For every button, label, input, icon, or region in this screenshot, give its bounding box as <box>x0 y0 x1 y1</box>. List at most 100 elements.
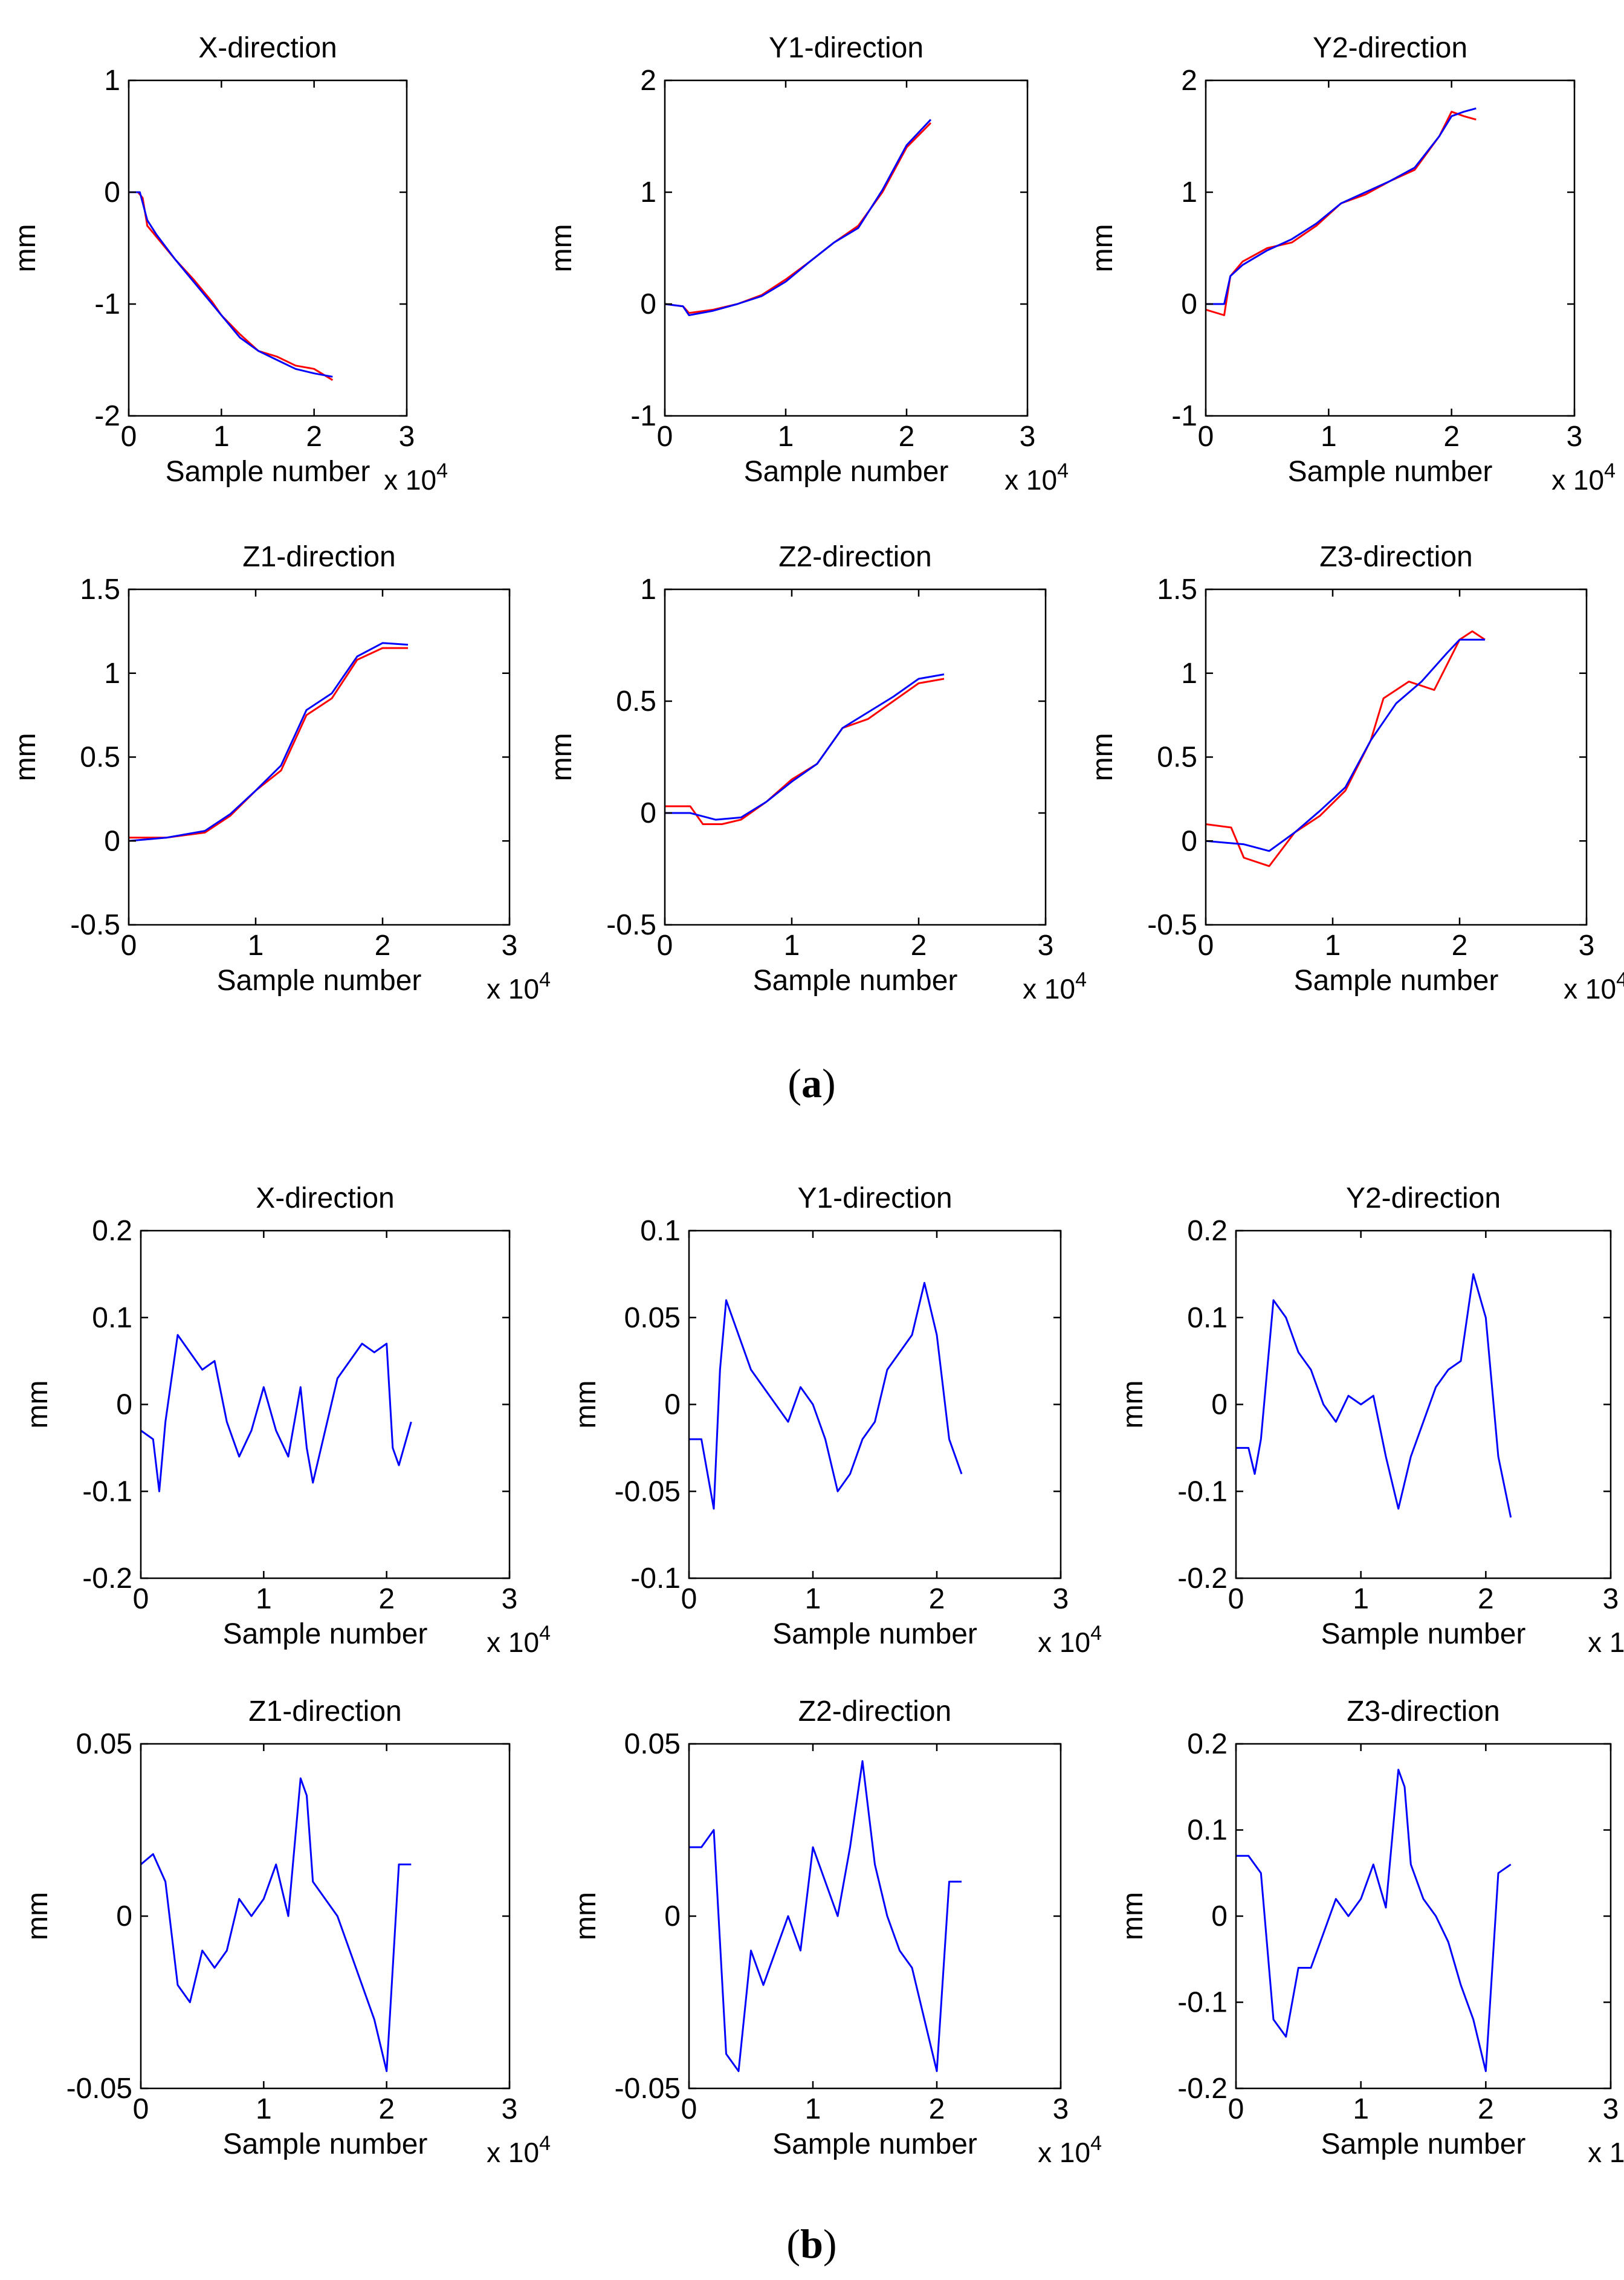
y-tick-label: 1 <box>640 574 656 606</box>
series-line-measured <box>1205 630 1486 867</box>
y-tick-label: -0.05 <box>615 2073 681 2105</box>
y-tick-label: 0 <box>116 1389 132 1421</box>
x-axis-label: Sample number <box>1321 2128 1526 2160</box>
x-axis-scale: x 104 <box>1038 1622 1102 1658</box>
x-axis-scale: x 104 <box>487 2132 551 2168</box>
series-line-error <box>140 1777 412 2072</box>
series-line-error <box>689 1281 963 1510</box>
y-tick-label: 1 <box>640 177 656 209</box>
x-axis-scale: x 104 <box>487 1622 551 1658</box>
chart-panel-b-x: 0 1 2 3 -0.2 -0.1 0 0.1 0.2 X-direction Sample num… <box>22 1182 551 1658</box>
y-tick-label: 0.2 <box>1187 1728 1228 1760</box>
y-tick-label: 0.1 <box>1187 1302 1228 1334</box>
x-tick-label: 2 <box>911 930 927 962</box>
x-tick-label: 0 <box>657 421 673 453</box>
x-tick-label: 3 <box>1603 1583 1619 1615</box>
y-tick-label: 1 <box>104 65 120 97</box>
y-tick-label: -0.1 <box>1177 1987 1228 2019</box>
y-axis-label: mm <box>1087 224 1119 273</box>
series-line-error <box>1236 1273 1512 1518</box>
x-axis-label: Sample number <box>223 1618 428 1650</box>
x-tick-label: 1 <box>1321 421 1337 453</box>
series-line-model <box>1205 638 1485 852</box>
plot-frame <box>688 1229 1062 1579</box>
x-tick-label: 3 <box>1020 421 1036 453</box>
series-line-error <box>1236 1769 1512 2072</box>
y-tick-label: -1 <box>630 400 656 432</box>
y-tick-label: 0.1 <box>1187 1815 1228 1847</box>
chart-title: Z1-direction <box>242 541 395 573</box>
x-axis-scale: x 104 <box>1551 459 1616 496</box>
y-tick-label: 1 <box>104 658 120 690</box>
x-tick-label: 1 <box>213 421 230 453</box>
x-tick-label: 2 <box>929 2093 945 2125</box>
x-tick-label: 2 <box>375 930 391 962</box>
x-axis-scale: x 104 <box>1588 1622 1624 1658</box>
y-tick-label: -0.5 <box>1147 909 1197 941</box>
y-tick-label: -0.2 <box>1177 2073 1228 2105</box>
x-tick-label: 2 <box>899 421 915 453</box>
x-tick-label: 3 <box>1579 930 1595 962</box>
x-tick-label: 0 <box>1228 2093 1244 2125</box>
y-tick-label: 1 <box>1181 177 1197 209</box>
series-line-model <box>129 191 333 378</box>
x-tick-label: 1 <box>1325 930 1341 962</box>
chart-title: Y2-direction <box>1346 1182 1501 1214</box>
plot-frame <box>1235 1743 1612 2090</box>
y-tick-label: -2 <box>94 400 120 432</box>
chart-title: X-direction <box>198 32 337 64</box>
plot-frame <box>128 588 511 926</box>
y-tick-label: -1 <box>1171 400 1197 432</box>
plot-frame <box>1235 1229 1612 1579</box>
series-line-measured <box>129 647 408 839</box>
x-axis-label: Sample number <box>217 965 422 997</box>
y-tick-label: 0.2 <box>1187 1215 1228 1247</box>
y-tick-label: 1.5 <box>80 574 120 606</box>
x-tick-label: 1 <box>805 1583 821 1615</box>
x-axis-scale: x 104 <box>1004 459 1069 496</box>
plot-frame <box>1205 79 1576 417</box>
x-tick-label: 3 <box>1053 1583 1069 1615</box>
y-axis-label: mm <box>10 224 42 273</box>
x-tick-label: 2 <box>378 2093 395 2125</box>
x-axis-scale: x 104 <box>1023 968 1087 1005</box>
x-tick-label: 0 <box>681 1583 697 1615</box>
y-axis-label: mm <box>22 1892 54 1940</box>
y-tick-label: 2 <box>1181 65 1197 97</box>
y-tick-label: -0.2 <box>82 1563 132 1595</box>
x-tick-label: 3 <box>502 2093 518 2125</box>
y-axis-label: mm <box>570 1892 602 1940</box>
x-tick-label: 0 <box>133 2093 149 2125</box>
plot-frame <box>664 79 1029 417</box>
x-tick-label: 1 <box>256 1583 272 1615</box>
y-tick-label: -0.05 <box>66 2073 132 2105</box>
y-axis-label: mm <box>1117 1381 1149 1429</box>
x-tick-label: 1 <box>1353 1583 1369 1615</box>
y-tick-label: 0.5 <box>80 742 120 774</box>
series-line-model <box>665 673 945 821</box>
y-axis-label: mm <box>1117 1892 1149 1940</box>
x-tick-label: 1 <box>248 930 264 962</box>
chart-title: Y1-direction <box>769 32 924 64</box>
y-axis-label: mm <box>570 1381 602 1429</box>
x-axis-scale: x 104 <box>1564 968 1624 1005</box>
chart-title: Z3-direction <box>1319 541 1472 573</box>
x-tick-label: 3 <box>399 421 415 453</box>
chart-title: Z3-direction <box>1347 1695 1499 1728</box>
y-tick-label: -1 <box>94 288 120 320</box>
series-line-model <box>664 118 932 316</box>
x-tick-label: 1 <box>778 421 794 453</box>
y-tick-label: -0.05 <box>615 1475 681 1508</box>
y-tick-label: -0.1 <box>630 1563 681 1595</box>
chart-title: Z2-direction <box>798 1695 951 1728</box>
x-axis-label: Sample number <box>772 2128 977 2160</box>
x-axis-label: Sample number <box>753 965 958 997</box>
y-tick-label: 2 <box>640 65 656 97</box>
chart-panel-b-y1: 0 1 2 3 -0.1 -0.05 0 0.05 0.1 Y1-direction Sample … <box>570 1182 1102 1658</box>
x-axis-scale: x 104 <box>487 968 551 1005</box>
x-axis-label: Sample number <box>166 456 370 488</box>
y-tick-label: 0 <box>1211 1389 1228 1421</box>
